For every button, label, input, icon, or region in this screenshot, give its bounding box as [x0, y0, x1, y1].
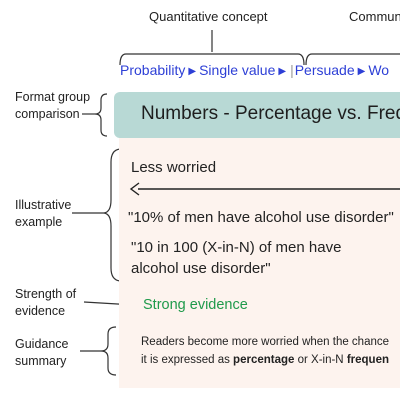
strength-label-line2: evidence: [15, 303, 76, 320]
guidance-bracket: [101, 327, 116, 375]
guidance-line2: it is expressed as percentage or X-in-N …: [141, 351, 389, 369]
guidance-label-line1: Guidance: [15, 336, 69, 353]
guidance-bold-frequency: frequen: [347, 354, 389, 366]
illustrative-label: Illustrative example: [15, 197, 71, 231]
crumb-arrow-icon: ▶: [278, 66, 286, 77]
guidance-line2-pre: it is expressed as: [141, 354, 233, 366]
crumb-arrow-icon: ▶: [358, 66, 366, 77]
guidance-line2-mid: or X-in-N: [294, 354, 346, 366]
illustrative-label-line1: Illustrative: [15, 197, 71, 214]
direction-arrow-icon: [128, 182, 400, 196]
illustrative-label-line2: example: [15, 214, 71, 231]
format-group-label: Format group comparison: [15, 89, 90, 123]
format-group-label-line2: comparison: [15, 106, 90, 123]
crumb-separator: |: [290, 62, 294, 78]
illustrative-bracket: [104, 149, 120, 281]
example-quote-frequency-line2: alcohol use disorder": [131, 260, 271, 277]
direction-label: Less worried: [131, 159, 216, 176]
strength-of-evidence-value: Strong evidence: [143, 297, 248, 313]
guidance-summary-text: Readers become more worried when the cha…: [141, 333, 389, 369]
format-group-label-line1: Format group: [15, 89, 90, 106]
breadcrumb: Probability ▶ Single value ▶ |Persuade ▶ Wo: [120, 62, 389, 78]
crumb-single-value: Single value: [199, 62, 275, 78]
strength-label: Strength of evidence: [15, 286, 76, 320]
crumb-arrow-icon: ▶: [188, 66, 196, 77]
format-group-bracket: [95, 94, 107, 136]
guidance-bold-percentage: percentage: [233, 354, 294, 366]
guidance-line1: Readers become more worried when the cha…: [141, 333, 389, 351]
direction-arrow-head: [131, 183, 139, 195]
guidance-label-line2: summary: [15, 353, 69, 370]
format-group-title: Numbers - Percentage vs. Frequ: [141, 103, 400, 125]
guidance-label: Guidance summary: [15, 336, 69, 370]
crumb-wo: Wo: [368, 62, 389, 78]
example-quote-frequency-line1: "10 in 100 (X-in-N) of men have: [131, 239, 341, 256]
example-quote-percentage: "10% of men have alcohol use disorder": [128, 209, 394, 226]
crumb-persuade: Persuade: [295, 62, 355, 78]
strength-label-line1: Strength of: [15, 286, 76, 303]
crumb-probability: Probability: [120, 62, 185, 78]
